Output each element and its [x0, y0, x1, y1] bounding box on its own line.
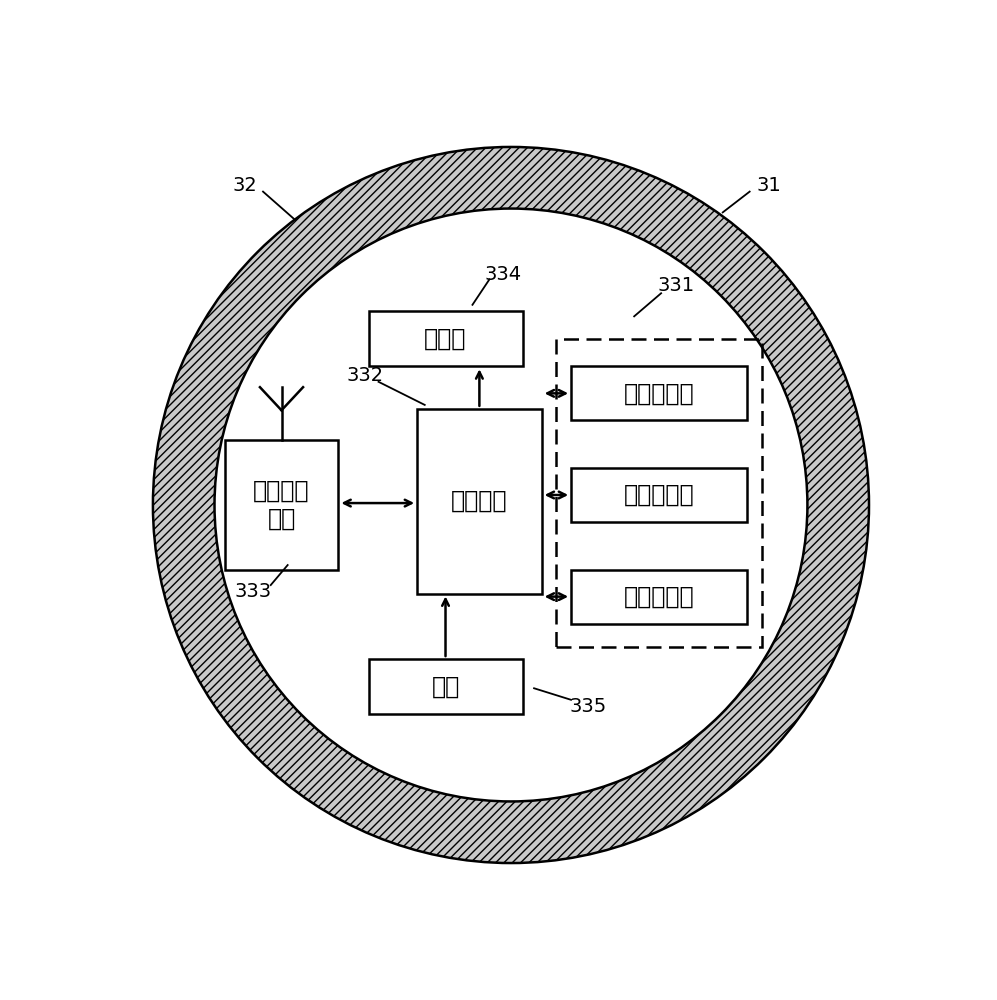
- Text: 335: 335: [569, 697, 606, 716]
- Text: 333: 333: [234, 582, 271, 601]
- Bar: [555, 339, 762, 647]
- Bar: [417, 409, 541, 594]
- Text: 无线收发
模块: 无线收发 模块: [253, 479, 310, 531]
- Text: 电源: 电源: [432, 675, 460, 699]
- Bar: [571, 468, 747, 522]
- Text: 31: 31: [757, 176, 782, 195]
- Bar: [224, 440, 339, 570]
- Text: 332: 332: [346, 366, 383, 385]
- Circle shape: [214, 209, 808, 801]
- Text: 331: 331: [658, 276, 695, 295]
- Bar: [571, 570, 747, 624]
- Text: 压力传感器: 压力传感器: [623, 585, 694, 609]
- Text: 运动传感器: 运动传感器: [623, 381, 694, 405]
- Text: 32: 32: [233, 176, 257, 195]
- Text: 334: 334: [485, 264, 521, 284]
- Text: 温度传感器: 温度传感器: [623, 483, 694, 507]
- Bar: [369, 311, 522, 366]
- Bar: [369, 659, 522, 714]
- Text: 微控制器: 微控制器: [451, 489, 507, 513]
- Circle shape: [153, 147, 869, 863]
- Bar: [571, 366, 747, 420]
- Text: 存储器: 存储器: [425, 327, 467, 351]
